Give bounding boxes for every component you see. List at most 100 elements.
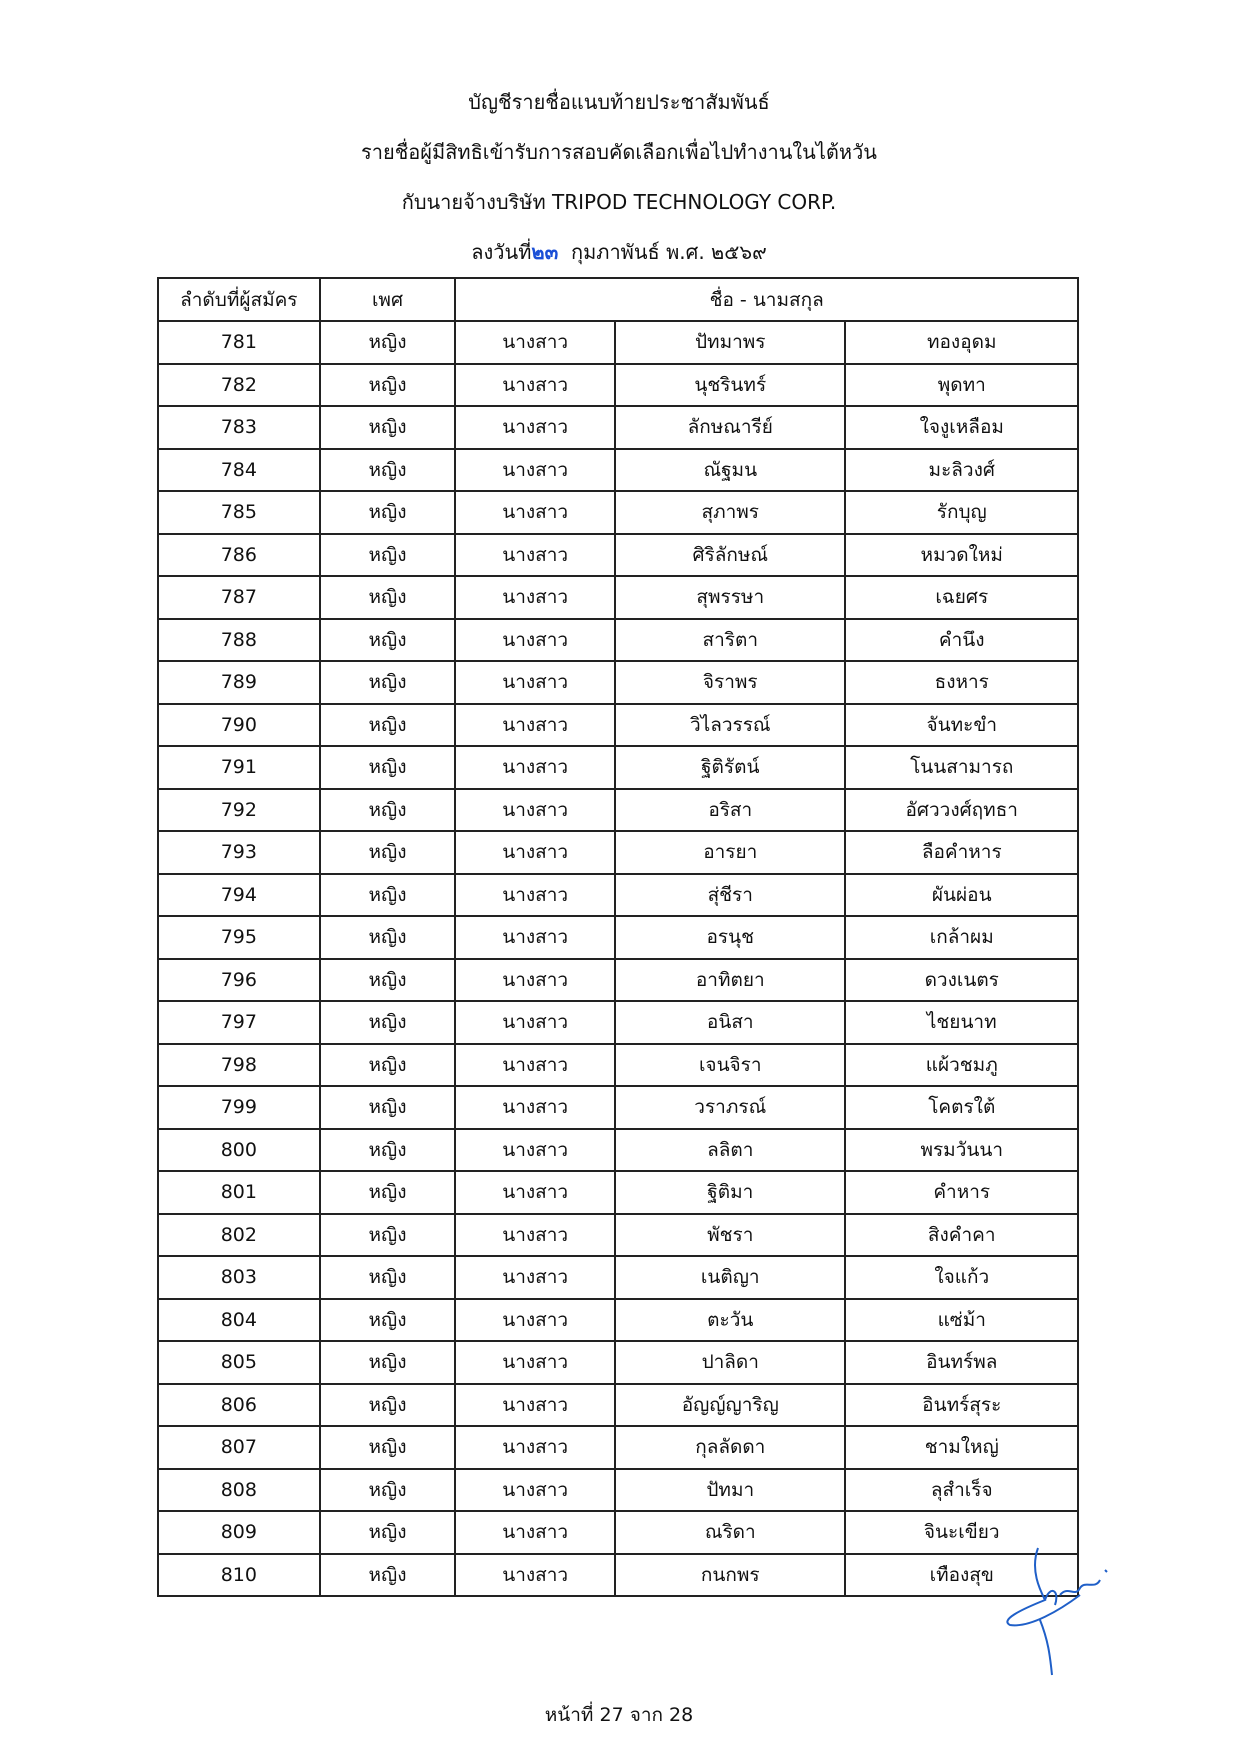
cell-order: 796	[157, 957, 321, 1002]
cell-title: นางสาว	[454, 1382, 617, 1427]
table-row: 786 หญิง นางสาว ศิริลักษณ์ หมวดใหม่	[157, 532, 1079, 577]
table-row: 785 หญิง นางสาว สุภาพร รักบุญ	[157, 490, 1079, 535]
table-row: 798 หญิง นางสาว เจนจิรา แผ้วชมภู	[157, 1042, 1079, 1087]
cell-first-name: ฐิติรัตน์	[614, 745, 847, 790]
table-row: 793 หญิง นางสาว อารยา ลือคำหาร	[157, 830, 1079, 875]
cell-gender: หญิง	[318, 1425, 457, 1470]
table-row: 789 หญิง นางสาว จิราพร ธงหาร	[157, 660, 1079, 705]
table-row: 782 หญิง นางสาว นุชรินทร์ พุดทา	[157, 362, 1079, 407]
cell-order: 801	[157, 1170, 321, 1215]
cell-last-name: ชามใหญ่	[844, 1425, 1079, 1470]
cell-title: นางสาว	[454, 490, 617, 535]
cell-order: 797	[157, 1000, 321, 1045]
cell-first-name: อัญญ์ญาริญ	[614, 1382, 847, 1427]
cell-last-name: รักบุญ	[844, 490, 1079, 535]
cell-last-name: จินะเขียว	[844, 1510, 1079, 1555]
cell-order: 781	[157, 320, 321, 365]
cell-last-name: โนนสามารถ	[844, 745, 1079, 790]
cell-gender: หญิง	[318, 1382, 457, 1427]
cell-first-name: นุชรินทร์	[614, 362, 847, 407]
cell-last-name: เฉยศร	[844, 575, 1079, 620]
cell-gender: หญิง	[318, 702, 457, 747]
cell-gender: หญิง	[318, 830, 457, 875]
cell-order: 794	[157, 872, 321, 917]
cell-gender: หญิง	[318, 320, 457, 365]
cell-first-name: ปาลิดา	[614, 1340, 847, 1385]
cell-title: นางสาว	[454, 915, 617, 960]
table-row: 799 หญิง นางสาว วราภรณ์ โคตรใต้	[157, 1085, 1079, 1130]
cell-last-name: ลุสำเร็จ	[844, 1467, 1079, 1512]
cell-order: 786	[157, 532, 321, 577]
cell-first-name: สุพรรษา	[614, 575, 847, 620]
cell-gender: หญิง	[318, 362, 457, 407]
table-row: 795 หญิง นางสาว อรนุช เกล้าผม	[157, 915, 1079, 960]
cell-title: นางสาว	[454, 1127, 617, 1172]
cell-gender: หญิง	[318, 872, 457, 917]
table-row: 794 หญิง นางสาว สุ่ชีรา ผันผ่อน	[157, 872, 1079, 917]
cell-gender: หญิง	[318, 1552, 457, 1597]
cell-title: นางสาว	[454, 1340, 617, 1385]
cell-order: 800	[157, 1127, 321, 1172]
cell-order: 783	[157, 405, 321, 450]
cell-last-name: มะลิวงศ์	[844, 447, 1079, 492]
cell-gender: หญิง	[318, 1255, 457, 1300]
doc-subtitle: รายชื่อผู้มีสิทธิเข้ารับการสอบคัดเลือกเพ…	[361, 140, 877, 164]
cell-first-name: วราภรณ์	[614, 1085, 847, 1130]
cell-gender: หญิง	[318, 1510, 457, 1555]
cell-gender: หญิง	[318, 532, 457, 577]
cell-order: 791	[157, 745, 321, 790]
cell-title: นางสาว	[454, 660, 617, 705]
cell-first-name: วิไลวรรณ์	[614, 702, 847, 747]
cell-title: นางสาว	[454, 957, 617, 1002]
doc-date: ลงวันที่๒๓ กุมภาพันธ์ พ.ศ. ๒๕๖๙	[0, 236, 1238, 268]
table-row: 808 หญิง นางสาว ปัทมา ลุสำเร็จ	[157, 1467, 1079, 1512]
cell-order: 782	[157, 362, 321, 407]
cell-last-name: ไชยนาท	[844, 1000, 1079, 1045]
table-row: 792 หญิง นางสาว อริสา อัศววงศ์ฤทธา	[157, 787, 1079, 832]
cell-first-name: ฐิติมา	[614, 1170, 847, 1215]
cell-last-name: แซ่ม้า	[844, 1297, 1079, 1342]
cell-title: นางสาว	[454, 830, 617, 875]
table-row: 783 หญิง นางสาว ลักษณารีย์ ใจงูเหลือม	[157, 405, 1079, 450]
cell-order: 788	[157, 617, 321, 662]
col-name: ชื่อ - นามสกุล	[454, 277, 1079, 322]
table-row: 801 หญิง นางสาว ฐิติมา คำหาร	[157, 1170, 1079, 1215]
cell-order: 789	[157, 660, 321, 705]
cell-order: 790	[157, 702, 321, 747]
cell-title: นางสาว	[454, 362, 617, 407]
cell-order: 798	[157, 1042, 321, 1087]
cell-title: นางสาว	[454, 447, 617, 492]
cell-title: นางสาว	[454, 1085, 617, 1130]
cell-first-name: อารยา	[614, 830, 847, 875]
cell-gender: หญิง	[318, 957, 457, 1002]
cell-first-name: ศิริลักษณ์	[614, 532, 847, 577]
table-row: 790 หญิง นางสาว วิไลวรรณ์ จันทะขำ	[157, 702, 1079, 747]
doc-title: บัญชีรายชื่อแนบท้ายประชาสัมพันธ์	[468, 90, 770, 114]
table-row: 807 หญิง นางสาว กุลลัดดา ชามใหญ่	[157, 1425, 1079, 1470]
cell-last-name: แผ้วชมภู	[844, 1042, 1079, 1087]
cell-first-name: สุภาพร	[614, 490, 847, 535]
cell-last-name: อัศววงศ์ฤทธา	[844, 787, 1079, 832]
cell-order: 810	[157, 1552, 321, 1597]
cell-last-name: คำนึง	[844, 617, 1079, 662]
cell-title: นางสาว	[454, 1212, 617, 1257]
cell-first-name: กุลลัดดา	[614, 1425, 847, 1470]
table-row: 803 หญิง นางสาว เนติญา ใจแก้ว	[157, 1255, 1079, 1300]
cell-last-name: ลือคำหาร	[844, 830, 1079, 875]
cell-last-name: ธงหาร	[844, 660, 1079, 705]
cell-title: นางสาว	[454, 405, 617, 450]
cell-gender: หญิง	[318, 915, 457, 960]
cell-gender: หญิง	[318, 1170, 457, 1215]
page-number: หน้าที่ 27 จาก 28	[544, 1704, 694, 1726]
cell-order: 805	[157, 1340, 321, 1385]
cell-order: 806	[157, 1382, 321, 1427]
cell-last-name: สิงคำคา	[844, 1212, 1079, 1257]
cell-gender: หญิง	[318, 1297, 457, 1342]
cell-gender: หญิง	[318, 1000, 457, 1045]
cell-first-name: อนิสา	[614, 1000, 847, 1045]
cell-last-name: ดวงเนตร	[844, 957, 1079, 1002]
cell-first-name: ณัฐมน	[614, 447, 847, 492]
table-row: 809 หญิง นางสาว ณริดา จินะเขียว	[157, 1510, 1079, 1555]
table-header: ลำดับที่ผู้สมัคร เพศ ชื่อ - นามสกุล	[157, 277, 1079, 322]
cell-gender: หญิง	[318, 660, 457, 705]
